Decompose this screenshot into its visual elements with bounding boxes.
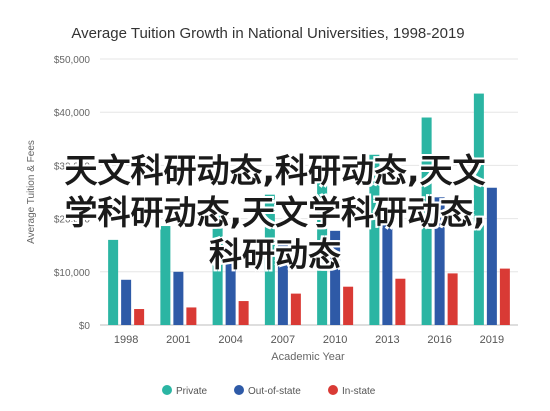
legend-swatch	[162, 385, 172, 395]
bar-private-2001	[160, 226, 171, 325]
bar-private-2019	[473, 93, 484, 325]
legend-label: Private	[176, 386, 208, 397]
bar-out-of-state-1998	[121, 279, 132, 325]
x-tick-label: 2016	[427, 334, 451, 346]
x-tick-labels: 1998 2001 2004 2007 2010 2013 2016 2019	[114, 334, 504, 346]
bar-out-of-state-2019	[486, 187, 497, 325]
legend-swatch	[328, 385, 338, 395]
y-axis-label: Average Tuition & Fees	[26, 140, 37, 244]
bar-private-2016	[421, 117, 432, 326]
bar-in-state-2010	[343, 286, 354, 325]
bar-in-state-2001	[186, 307, 197, 325]
legend-label: In-state	[342, 386, 376, 397]
bar-out-of-state-2004	[225, 257, 236, 325]
bar-private-2013	[369, 154, 380, 325]
x-tick-label: 2004	[218, 334, 242, 346]
y-tick-label: $0	[79, 321, 91, 332]
x-tick-label: 2010	[323, 334, 347, 346]
bar-in-state-1998	[134, 309, 145, 325]
y-tick-label: $50,000	[54, 55, 91, 66]
x-tick-label: 2001	[166, 334, 190, 346]
y-tick-label: $40,000	[54, 108, 91, 119]
legend: Private Out-of-state In-state	[162, 385, 376, 397]
bar-in-state-2019	[499, 268, 510, 325]
bar-private-1998	[108, 239, 119, 325]
bar-private-2004	[212, 207, 223, 325]
bars	[108, 93, 510, 326]
y-tick-label: $10,000	[54, 268, 91, 279]
bar-out-of-state-2007	[277, 245, 288, 325]
bar-out-of-state-2001	[173, 271, 184, 325]
bar-out-of-state-2013	[382, 213, 393, 325]
bar-private-2010	[317, 174, 328, 325]
bar-in-state-2007	[290, 293, 301, 325]
legend-swatch	[234, 385, 244, 395]
y-tick-label: $20,000	[54, 215, 91, 226]
x-tick-label: 2019	[480, 334, 504, 346]
bar-out-of-state-2016	[434, 197, 445, 325]
y-tick-labels: $0 $10,000 $20,000 $30,000 $40,000 $50,000	[54, 55, 91, 332]
x-tick-label: 2013	[375, 334, 399, 346]
legend-label: Out-of-state	[248, 386, 301, 397]
bar-out-of-state-2010	[330, 230, 341, 325]
bar-in-state-2013	[395, 278, 406, 325]
bar-private-2007	[264, 194, 275, 325]
chart-title: Average Tuition Growth in National Unive…	[71, 25, 464, 42]
bar-in-state-2004	[238, 301, 249, 325]
x-tick-label: 2007	[271, 334, 295, 346]
x-tick-label: 1998	[114, 334, 138, 346]
x-axis-label: Academic Year	[271, 351, 345, 363]
bar-in-state-2016	[447, 273, 458, 325]
y-tick-label: $30,000	[54, 161, 91, 172]
